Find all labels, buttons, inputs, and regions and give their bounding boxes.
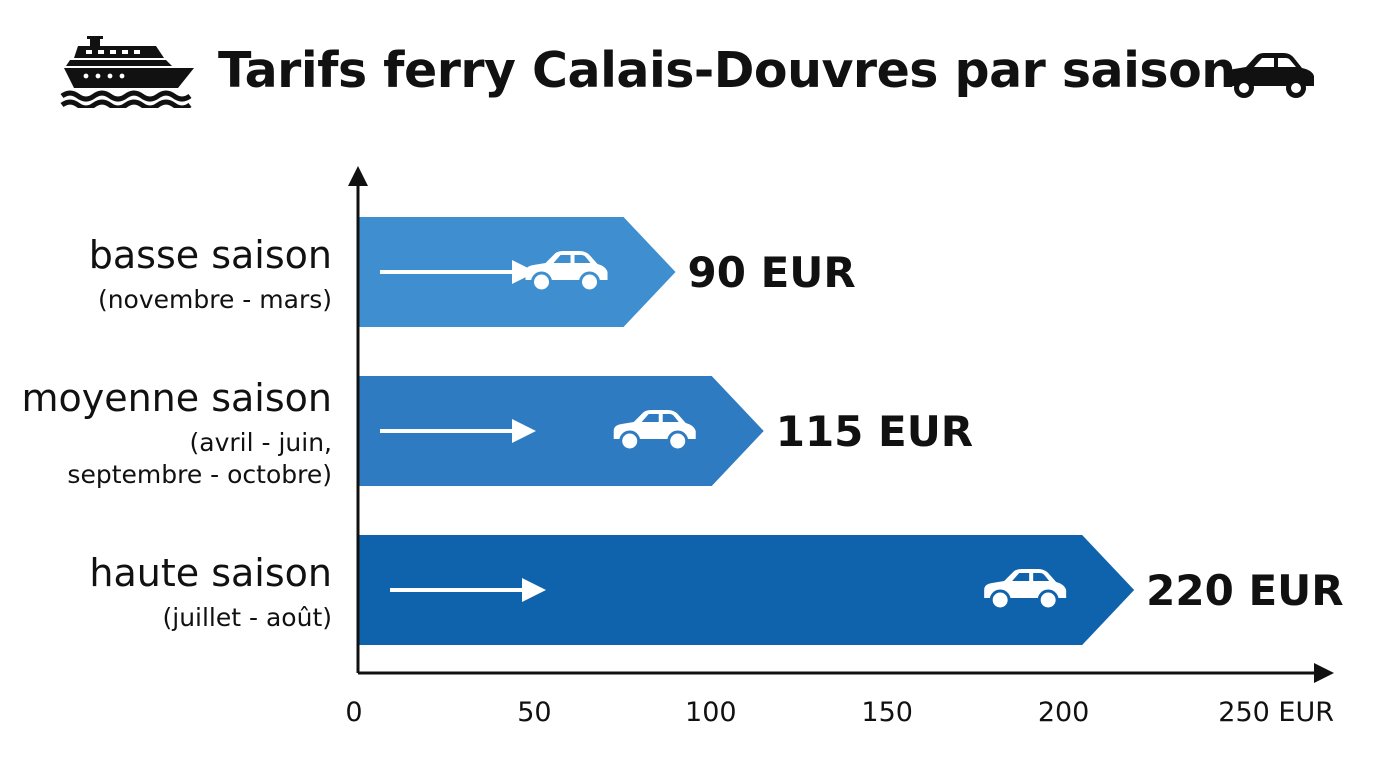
car-icon-wheel	[619, 430, 641, 452]
bar-2	[358, 376, 764, 486]
category-label: basse saison	[89, 233, 332, 277]
bar-arrow-head	[522, 578, 546, 602]
ship-icon	[60, 36, 194, 108]
value-label: 220 EUR	[1146, 566, 1343, 615]
car-icon-window	[662, 414, 679, 422]
chart-header: Tarifs ferry Calais-Douvres par saison	[0, 28, 1376, 118]
car-icon-wheel	[989, 589, 1011, 611]
car-icon-wheel	[531, 271, 553, 293]
bar-3	[358, 535, 1135, 645]
x-tick-label: 150	[861, 697, 913, 728]
x-tick-label: 200	[1038, 697, 1090, 728]
car-icon-window	[553, 255, 571, 263]
car-icon	[1226, 53, 1314, 98]
car-icon	[613, 410, 696, 452]
car-icon-window	[1012, 573, 1030, 581]
category-period-label: (avril - juin,	[190, 428, 332, 457]
bar-arrow-head	[512, 419, 536, 443]
category-period-label: septembre - octobre)	[67, 460, 332, 489]
car-icon-wheel	[579, 271, 601, 293]
value-label: 90 EUR	[688, 248, 856, 297]
category-period-label: (juillet - août)	[163, 603, 333, 632]
category-period-label: (novembre - mars)	[98, 285, 332, 314]
chart-title: Tarifs ferry Calais-Douvres par saison	[218, 42, 1236, 99]
car-icon-window	[641, 414, 659, 422]
x-axis-arrow	[1314, 663, 1334, 683]
x-tick-label: 250 EUR	[1218, 697, 1334, 728]
car-icon	[984, 569, 1067, 611]
car-icon-window	[574, 255, 591, 263]
category-label: haute saison	[89, 551, 332, 595]
x-tick-label: 0	[345, 697, 362, 728]
category-label: moyenne saison	[21, 376, 332, 420]
car-icon	[525, 251, 608, 293]
car-icon-wheel	[667, 430, 689, 452]
car-icon-wheel	[1037, 589, 1059, 611]
y-axis-arrow	[348, 166, 368, 186]
x-tick-label: 100	[685, 697, 737, 728]
value-label: 115 EUR	[776, 407, 973, 456]
car-icon-window	[1033, 573, 1050, 581]
bar-arrow-head	[512, 260, 536, 284]
x-tick-label: 50	[517, 697, 551, 728]
